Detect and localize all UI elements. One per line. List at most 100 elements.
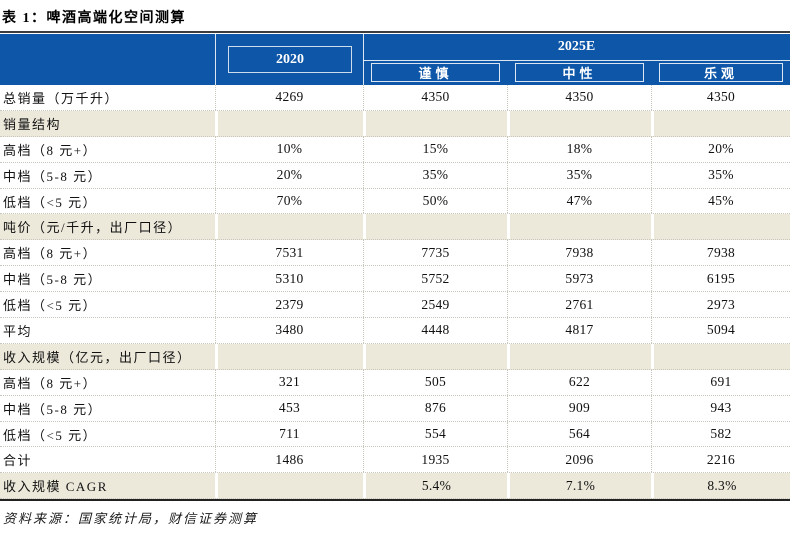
header-divider bbox=[215, 34, 216, 85]
row-label: 高档（8 元+） bbox=[3, 142, 98, 158]
row-label: 中档（5-8 元） bbox=[3, 168, 103, 184]
cell-value bbox=[651, 214, 790, 240]
cell-value: 4817 bbox=[507, 318, 651, 343]
cell-value: 47% bbox=[507, 188, 651, 214]
cell-value: 453 bbox=[215, 395, 363, 421]
cell-value: 2761 bbox=[507, 292, 651, 318]
cell-value: 564 bbox=[507, 421, 651, 447]
table-row: 中档（5-8 元） 20% 35% 35% 35% bbox=[0, 162, 790, 189]
table-row: 中档（5-8 元） 5310 5752 5973 6195 bbox=[0, 266, 790, 293]
cell-value: 2973 bbox=[651, 292, 790, 318]
header-cell-scenario-optimistic: 乐观 bbox=[659, 63, 783, 82]
row-label: 销量结构 bbox=[3, 116, 62, 132]
row-label: 低档（<5 元） bbox=[3, 298, 98, 314]
table-row: 低档（<5 元） 711 554 564 582 bbox=[0, 421, 790, 448]
table-row: 低档（<5 元） 70% 50% 47% 45% bbox=[0, 188, 790, 215]
row-label: 吨价（元/千升，出厂口径） bbox=[3, 220, 183, 236]
cell-value bbox=[651, 343, 790, 369]
cell-value bbox=[215, 110, 363, 136]
cell-value: 4350 bbox=[363, 85, 507, 110]
cell-value: 2549 bbox=[363, 292, 507, 318]
table-row: 低档（<5 元） 2379 2549 2761 2973 bbox=[0, 292, 790, 319]
table-header: 2020 2025E 谨慎 中性 乐观 bbox=[0, 34, 790, 85]
cell-value: 1486 bbox=[215, 447, 363, 473]
cell-value: 622 bbox=[507, 369, 651, 395]
cell-value: 7531 bbox=[215, 240, 363, 266]
cell-value: 7735 bbox=[363, 240, 507, 266]
cell-value: 7938 bbox=[507, 240, 651, 266]
table-row: 高档（8 元+） 321 505 622 691 bbox=[0, 369, 790, 396]
cell-value: 7938 bbox=[651, 240, 790, 266]
table-row: 合计 1486 1935 2096 2216 bbox=[0, 447, 790, 474]
cell-value: 321 bbox=[215, 369, 363, 395]
cell-value: 20% bbox=[215, 162, 363, 188]
cell-value: 876 bbox=[363, 395, 507, 421]
cell-value bbox=[363, 214, 507, 240]
cell-value: 2379 bbox=[215, 292, 363, 318]
row-label: 收入规模（亿元，出厂口径） bbox=[3, 349, 192, 365]
cell-value bbox=[651, 110, 790, 136]
cell-value: 20% bbox=[651, 136, 790, 162]
source-note: 资料来源：国家统计局，财信证券测算 bbox=[3, 511, 259, 526]
section-row: 收入规模（亿元，出厂口径） bbox=[0, 343, 790, 370]
cell-value: 909 bbox=[507, 395, 651, 421]
cell-value: 4448 bbox=[363, 318, 507, 343]
cell-value bbox=[215, 343, 363, 369]
cell-value bbox=[215, 473, 363, 499]
row-label: 收入规模 CAGR bbox=[3, 479, 108, 495]
cell-value: 691 bbox=[651, 369, 790, 395]
data-table: 2020 2025E 谨慎 中性 乐观 总销量（万千升） 4269 4350 4350… bbox=[0, 31, 790, 502]
cell-value bbox=[215, 214, 363, 240]
row-label: 低档（<5 元） bbox=[3, 427, 98, 443]
section-row: 销量结构 bbox=[0, 110, 790, 137]
section-row: 收入规模 CAGR 5.4% 7.1% 8.3% bbox=[0, 473, 790, 500]
cell-value: 5973 bbox=[507, 266, 651, 292]
table-row: 总销量（万千升） 4269 4350 4350 4350 bbox=[0, 85, 790, 111]
cell-value: 943 bbox=[651, 395, 790, 421]
cell-value: 35% bbox=[363, 162, 507, 188]
row-label: 低档（<5 元） bbox=[3, 194, 98, 210]
cell-value: 5310 bbox=[215, 266, 363, 292]
cell-value: 15% bbox=[363, 136, 507, 162]
cell-value: 6195 bbox=[651, 266, 790, 292]
table-row: 平均 3480 4448 4817 5094 bbox=[0, 318, 790, 344]
row-label: 高档（8 元+） bbox=[3, 246, 98, 262]
cell-value bbox=[507, 343, 651, 369]
cell-value: 2216 bbox=[651, 447, 790, 473]
cell-value: 70% bbox=[215, 188, 363, 214]
cell-value: 5.4% bbox=[363, 473, 507, 499]
table-body: 总销量（万千升） 4269 4350 4350 4350 销量结构 高档（8 元+） 10% 1… bbox=[0, 85, 790, 500]
cell-value bbox=[363, 343, 507, 369]
cell-value: 582 bbox=[651, 421, 790, 447]
header-cell-scenario-cautious: 谨慎 bbox=[371, 63, 500, 82]
table-top-border bbox=[0, 31, 790, 33]
table-bottom-border bbox=[0, 499, 790, 502]
cell-value: 554 bbox=[363, 421, 507, 447]
cell-value: 1935 bbox=[363, 447, 507, 473]
cell-value: 7.1% bbox=[507, 473, 651, 499]
cell-value: 2096 bbox=[507, 447, 651, 473]
cell-value: 4269 bbox=[215, 85, 363, 110]
row-label: 中档（5-8 元） bbox=[3, 272, 103, 288]
table-row: 中档（5-8 元） 453 876 909 943 bbox=[0, 395, 790, 422]
cell-value: 8.3% bbox=[651, 473, 790, 499]
cell-value bbox=[507, 110, 651, 136]
cell-value: 505 bbox=[363, 369, 507, 395]
row-label: 总销量（万千升） bbox=[3, 90, 120, 106]
table-title: 表 1：啤酒高端化空间测算 bbox=[2, 11, 186, 26]
cell-value: 45% bbox=[651, 188, 790, 214]
row-label: 平均 bbox=[3, 323, 33, 339]
table-row: 高档（8 元+） 10% 15% 18% 20% bbox=[0, 136, 790, 163]
header-cell-2025e: 2025E bbox=[557, 39, 596, 54]
cell-value: 35% bbox=[507, 162, 651, 188]
header-cell-scenario-neutral: 中性 bbox=[515, 63, 644, 82]
cell-value bbox=[507, 214, 651, 240]
row-label: 高档（8 元+） bbox=[3, 375, 98, 391]
header-cell-2020: 2020 bbox=[228, 46, 352, 73]
table-top-gap bbox=[0, 33, 790, 34]
cell-value: 711 bbox=[215, 421, 363, 447]
cell-value: 18% bbox=[507, 136, 651, 162]
row-label: 中档（5-8 元） bbox=[3, 401, 103, 417]
cell-value: 35% bbox=[651, 162, 790, 188]
